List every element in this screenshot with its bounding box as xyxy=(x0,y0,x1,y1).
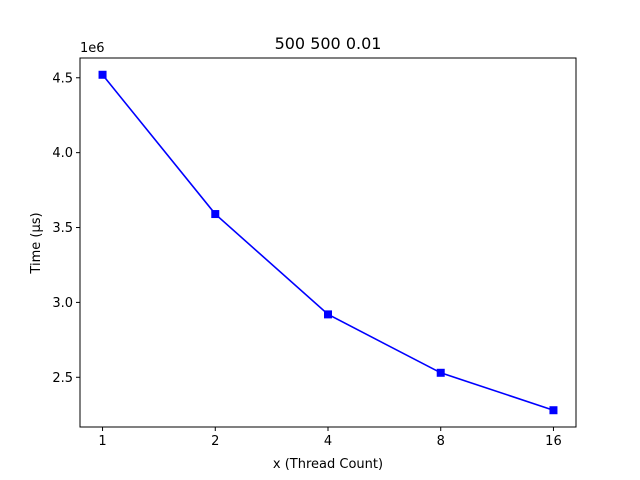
data-point-marker xyxy=(211,210,220,219)
y-axis-label: Time (µs) xyxy=(29,212,44,274)
x-axis-label: x (Thread Count) xyxy=(273,457,383,472)
x-tick-label: 8 xyxy=(437,434,445,449)
data-point-marker xyxy=(436,368,445,377)
plot-area: 1 2 4 8 16 2.5 3.0 3.5 4.0 4.5 xyxy=(52,57,577,449)
x-tick-label: 4 xyxy=(324,434,332,449)
x-tick-label: 1 xyxy=(98,434,106,449)
y-tick-label: 4.0 xyxy=(52,146,73,161)
y-tick-label: 2.5 xyxy=(52,371,73,386)
data-point-marker xyxy=(324,310,332,319)
data-point-marker xyxy=(98,70,107,79)
x-tick-label: 2 xyxy=(211,434,219,449)
chart-title: 500 500 0.01 xyxy=(275,34,382,53)
y-tick-label: 3.0 xyxy=(52,296,73,311)
x-tick-label: 16 xyxy=(545,434,562,449)
y-offset-label: 1e6 xyxy=(80,41,105,56)
plot-frame xyxy=(79,57,577,428)
data-point-marker xyxy=(549,406,558,415)
y-tick-label: 3.5 xyxy=(52,221,73,236)
y-tick-label: 4.5 xyxy=(52,71,73,86)
